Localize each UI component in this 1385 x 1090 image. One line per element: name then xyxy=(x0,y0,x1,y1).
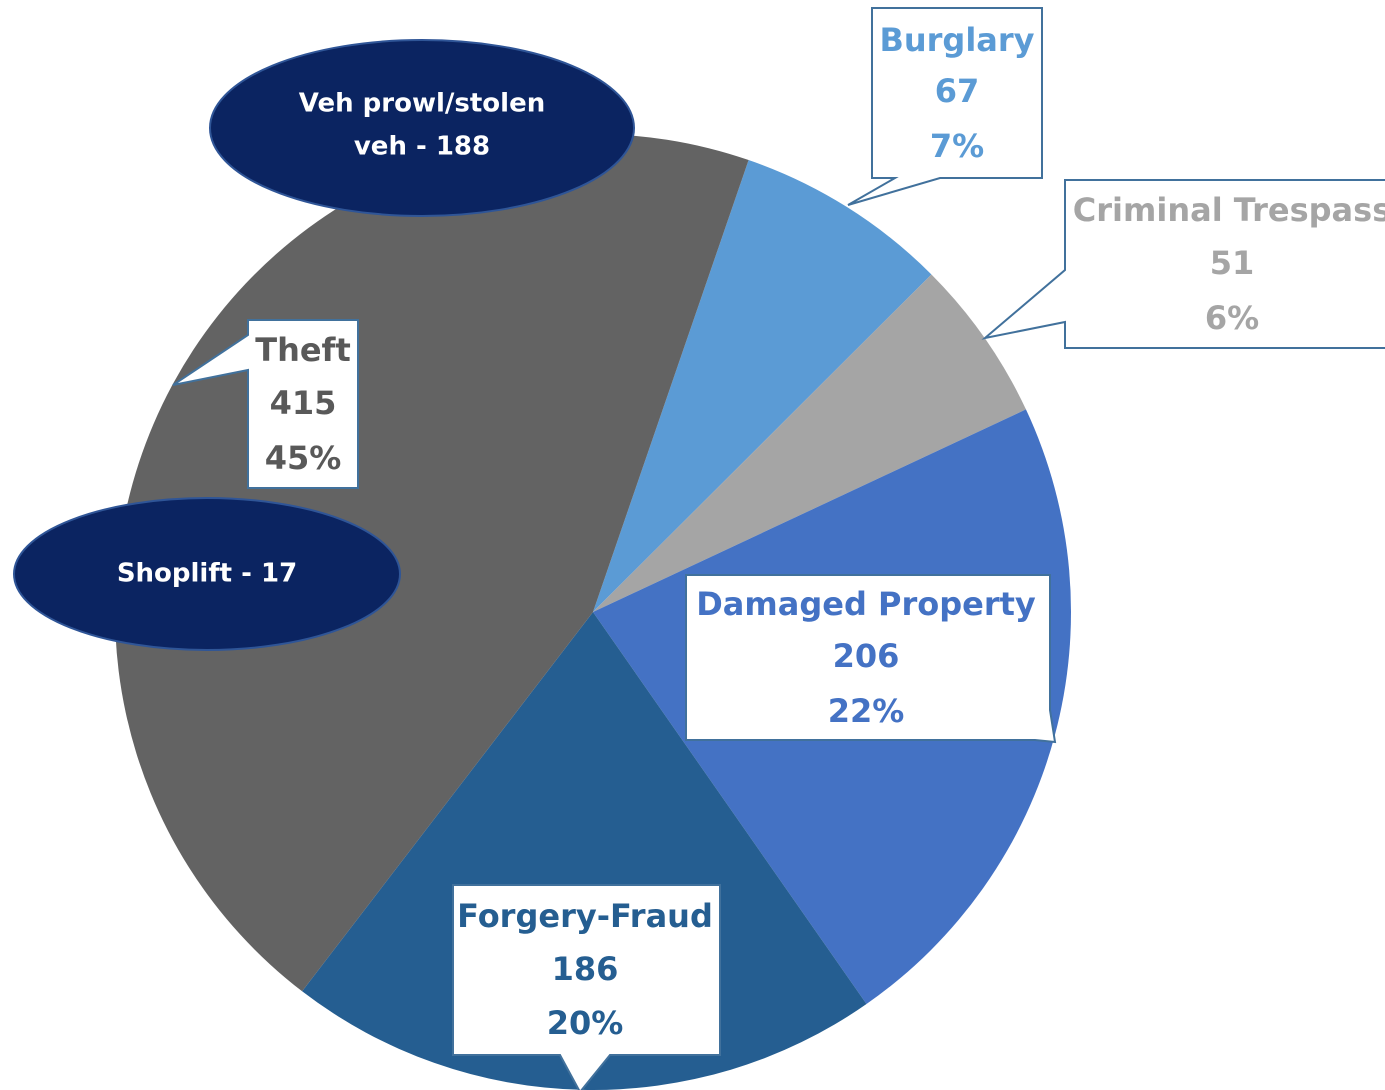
annotation-text: Veh prowl/stolen xyxy=(299,89,545,119)
category-label: Burglary xyxy=(879,21,1034,59)
value-label: 51 xyxy=(1210,244,1255,282)
category-label: Criminal Trespass xyxy=(1073,191,1385,229)
annotation-text: veh - 188 xyxy=(354,132,490,162)
annotation-text: Shoplift - 17 xyxy=(117,559,297,589)
value-label: 206 xyxy=(833,637,900,675)
percent-label: 45% xyxy=(265,439,342,477)
percent-label: 7% xyxy=(930,127,984,165)
percent-label: 22% xyxy=(828,692,905,730)
value-label: 67 xyxy=(935,72,980,110)
pie-slice xyxy=(302,612,867,1090)
category-label: Forgery-Fraud xyxy=(457,897,713,935)
label-callout xyxy=(847,7,1043,206)
annotation-bubble xyxy=(209,39,635,217)
pie-slice xyxy=(593,160,932,612)
value-label: 415 xyxy=(270,384,337,422)
label-callout xyxy=(685,574,1057,744)
category-label: Theft xyxy=(255,331,351,369)
pie-slice xyxy=(593,274,1026,612)
label-callout xyxy=(981,179,1385,349)
label-callout xyxy=(172,319,359,489)
percent-label: 20% xyxy=(547,1004,624,1042)
annotation-bubble xyxy=(13,497,401,651)
label-callout xyxy=(452,884,721,1090)
category-label: Damaged Property xyxy=(696,585,1036,623)
percent-label: 6% xyxy=(1205,299,1259,337)
value-label: 186 xyxy=(552,950,619,988)
